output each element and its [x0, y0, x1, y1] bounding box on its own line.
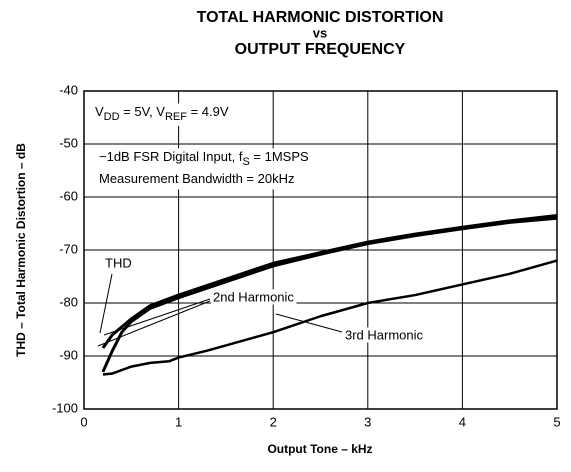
x-axis-label: Output Tone – kHz — [267, 442, 372, 456]
leader-line — [103, 298, 211, 336]
annotation: VDD = 5V, VREF = 4.9V — [95, 104, 229, 122]
y-tick-label: -100 — [52, 400, 78, 415]
series-label-bg — [103, 255, 134, 271]
y-tick-label: -90 — [59, 347, 78, 362]
annotation-part: = 5V, V — [120, 104, 166, 119]
annotation: Measurement Bandwidth = 20kHz — [99, 171, 294, 186]
series-label-bg — [343, 327, 426, 343]
annotation-part: REF — [165, 111, 187, 123]
y-tick-label: -70 — [59, 241, 78, 256]
plot-frame — [83, 90, 558, 410]
x-tick-label: 1 — [175, 414, 182, 429]
series-label-bg — [211, 289, 297, 305]
x-tick-label: 3 — [364, 414, 371, 429]
annotation-part: = 4.9V — [187, 104, 229, 119]
series-label: 2nd Harmonic — [213, 289, 294, 304]
annotation-bg — [97, 170, 297, 190]
series-line — [102, 259, 558, 376]
chart-title: TOTAL HARMONIC DISTORTION — [197, 9, 444, 26]
chart-title: OUTPUT FREQUENCY — [235, 41, 406, 58]
x-tick-label: 4 — [459, 414, 466, 429]
y-tick-label: -50 — [59, 135, 78, 150]
series-label: THD — [105, 255, 132, 270]
y-tick-label: -60 — [59, 188, 78, 203]
x-tick-label: 0 — [80, 414, 87, 429]
y-tick-label: -40 — [59, 82, 78, 97]
series-line — [101, 214, 558, 349]
y-axis-label: THD – Total Harmonic Distortion – dB — [14, 143, 28, 357]
annotation-part: DD — [104, 111, 120, 123]
leader-line — [99, 273, 113, 334]
leader-line — [97, 300, 211, 347]
annotation-part: −1dB FSR Digital Input, f — [99, 149, 243, 164]
annotation-part: V — [95, 104, 104, 119]
x-tick-label: 5 — [553, 414, 560, 429]
series-line — [101, 216, 558, 373]
annotation: −1dB FSR Digital Input, fS = 1MSPS — [99, 149, 309, 167]
y-tick-label: -80 — [59, 294, 78, 309]
annotation-part: Measurement Bandwidth = 20kHz — [99, 171, 294, 186]
chart-title: vs — [313, 25, 327, 40]
annotation-part: S — [242, 156, 249, 168]
annotation-bg — [97, 148, 311, 171]
annotation-part: = 1MSPS — [250, 149, 309, 164]
leader-line — [275, 313, 343, 333]
annotation-bg — [93, 103, 231, 126]
series-label: 3rd Harmonic — [345, 327, 424, 342]
x-tick-label: 2 — [270, 414, 277, 429]
